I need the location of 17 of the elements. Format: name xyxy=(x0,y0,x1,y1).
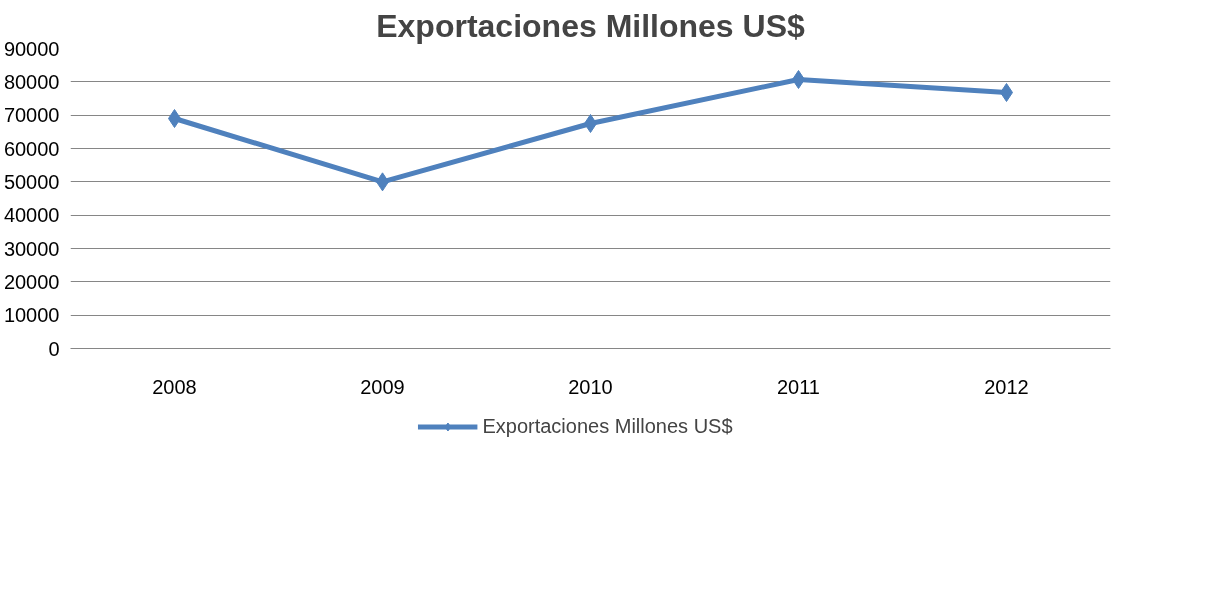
y-tick-label: 30000 xyxy=(3,237,60,260)
y-tick-label: 70000 xyxy=(3,104,60,127)
y-tick-label: 90000 xyxy=(3,37,60,60)
legend-label: Exportaciones Millones US$ xyxy=(482,414,733,438)
x-tick-label: 2011 xyxy=(777,375,821,398)
y-tick-label: 50000 xyxy=(3,170,60,193)
y-tick-label: 0 xyxy=(48,337,60,360)
y-tick-label: 10000 xyxy=(3,304,60,327)
y-tick-label: 80000 xyxy=(3,70,60,93)
y-tick-label: 20000 xyxy=(3,270,60,293)
x-tick-label: 2012 xyxy=(984,375,1029,398)
y-tick-label: 40000 xyxy=(3,204,60,227)
chart-title: Exportaciones Millones US$ xyxy=(376,7,805,44)
x-tick-label: 2010 xyxy=(568,375,613,398)
y-tick-label: 60000 xyxy=(3,137,60,160)
x-tick-label: 2009 xyxy=(360,375,405,398)
x-tick-label: 2008 xyxy=(152,375,197,398)
